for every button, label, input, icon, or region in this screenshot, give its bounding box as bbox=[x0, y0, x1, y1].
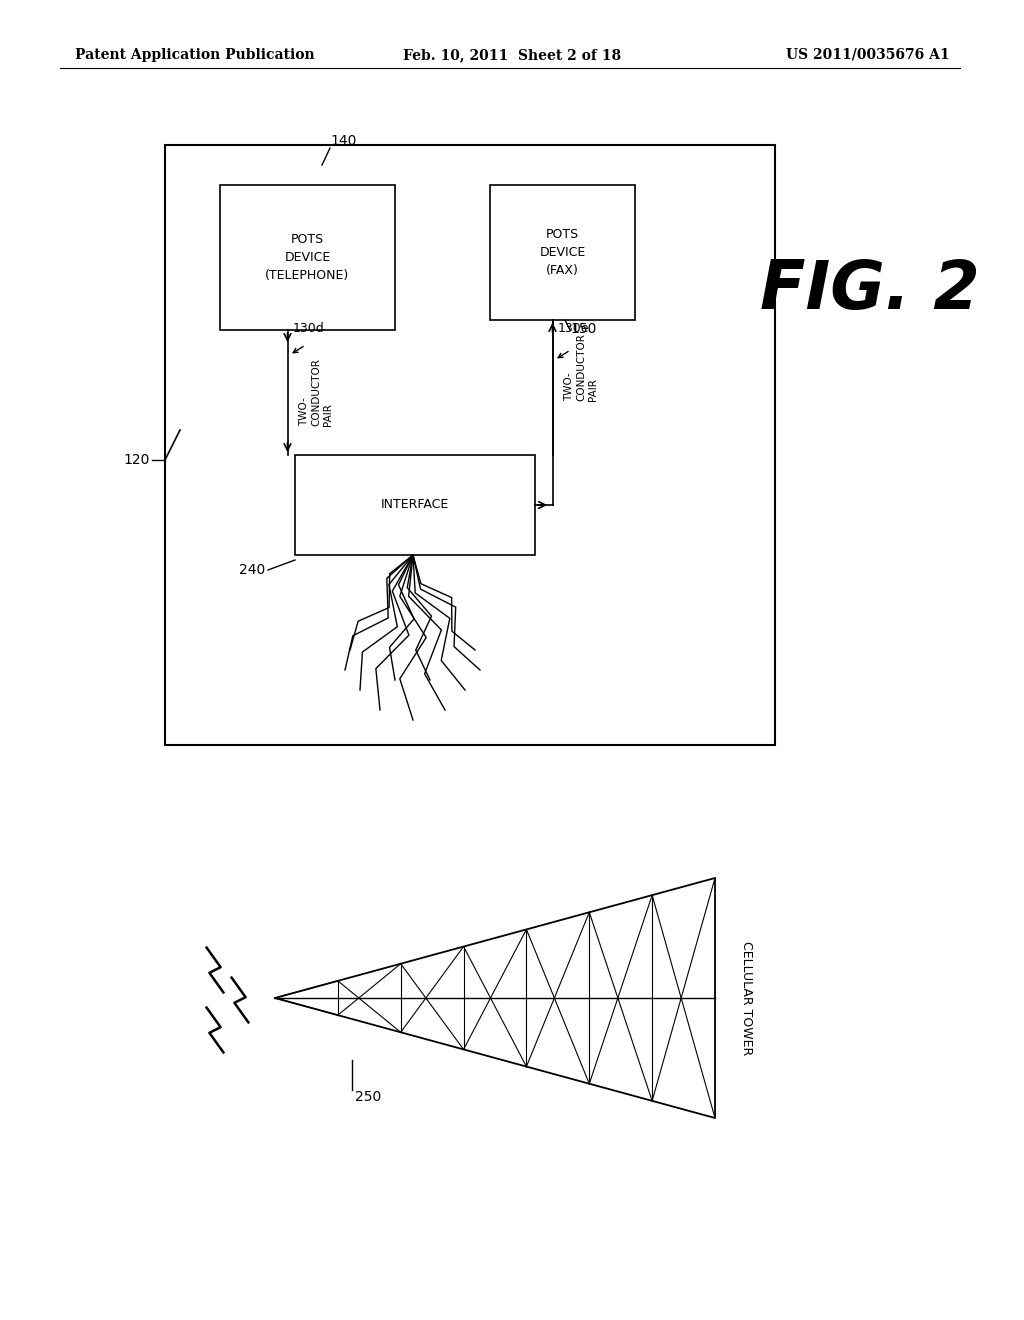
Text: Patent Application Publication: Patent Application Publication bbox=[75, 48, 314, 62]
Text: FIG. 2: FIG. 2 bbox=[760, 257, 980, 323]
Text: 250: 250 bbox=[355, 1090, 381, 1104]
Text: 140: 140 bbox=[330, 135, 356, 148]
Text: POTS
DEVICE
(FAX): POTS DEVICE (FAX) bbox=[540, 228, 586, 277]
Text: 120: 120 bbox=[124, 453, 150, 467]
Text: Feb. 10, 2011  Sheet 2 of 18: Feb. 10, 2011 Sheet 2 of 18 bbox=[402, 48, 622, 62]
Bar bbox=[295, 455, 535, 554]
Text: INTERFACE: INTERFACE bbox=[381, 499, 450, 511]
Bar bbox=[165, 145, 775, 744]
Text: 130d: 130d bbox=[293, 322, 325, 335]
Text: TWO-
CONDUCTOR
PAIR: TWO- CONDUCTOR PAIR bbox=[564, 334, 598, 401]
Text: TWO-
CONDUCTOR
PAIR: TWO- CONDUCTOR PAIR bbox=[299, 359, 333, 426]
Text: CELLULAR TOWER: CELLULAR TOWER bbox=[740, 941, 753, 1055]
Text: 240: 240 bbox=[239, 564, 265, 577]
Text: 150: 150 bbox=[570, 322, 596, 337]
Bar bbox=[490, 185, 635, 319]
Text: 130e: 130e bbox=[557, 322, 589, 335]
Text: US 2011/0035676 A1: US 2011/0035676 A1 bbox=[786, 48, 950, 62]
Bar bbox=[220, 185, 395, 330]
Text: POTS
DEVICE
(TELEPHONE): POTS DEVICE (TELEPHONE) bbox=[265, 234, 349, 282]
